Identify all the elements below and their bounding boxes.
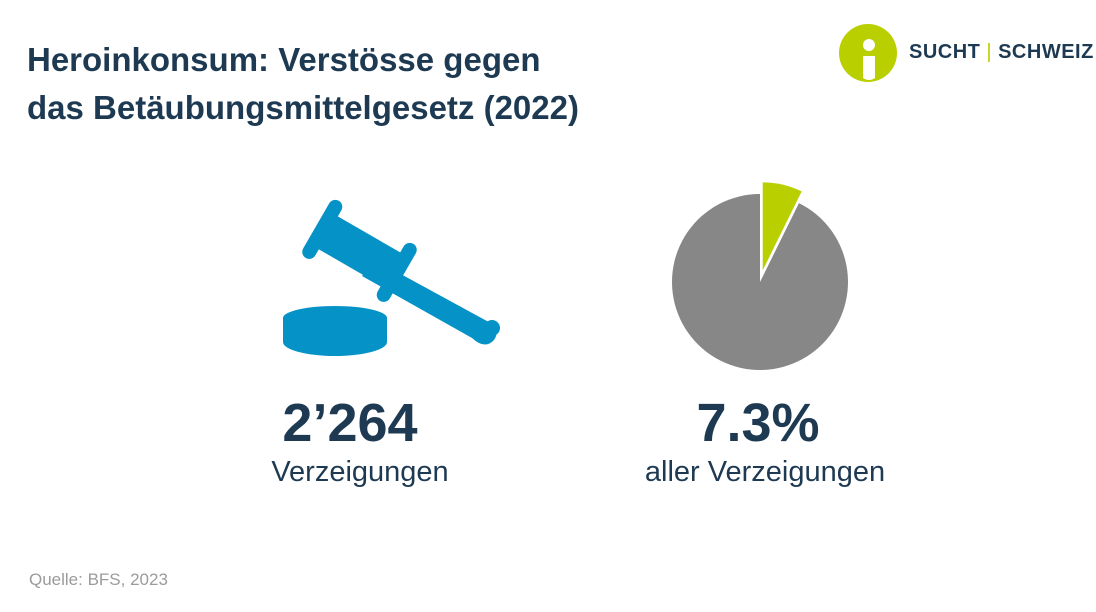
logo-word-schweiz: SCHWEIZ — [998, 41, 1094, 63]
pie-slice-other — [672, 194, 848, 370]
title-line-1: Heroinkonsum: Verstösse gegen — [27, 41, 541, 78]
page-title: Heroinkonsum: Verstösse gegen das Betäub… — [27, 36, 579, 132]
sucht-schweiz-logo: SUCHT | SCHWEIZ — [838, 20, 1093, 90]
stat-value-verzeigungen: 2’264 — [282, 393, 418, 453]
logo-wordmark: SUCHT | SCHWEIZ — [909, 41, 1094, 64]
pie-slice-heroin — [762, 182, 802, 271]
logo-person-icon — [839, 24, 897, 82]
source-note: Quelle: BFS, 2023 — [29, 570, 168, 589]
stat-label-percentage: aller Verzeigungen — [644, 456, 886, 488]
stat-value-percentage: 7.3% — [696, 393, 820, 453]
title-line-2: das Betäubungsmittelgesetz (2022) — [27, 89, 579, 126]
stat-label-verzeigungen: Verzeigungen — [271, 456, 449, 488]
logo-separator: | — [986, 41, 993, 63]
pie-slices — [672, 182, 848, 370]
pie-chart — [672, 182, 848, 370]
gavel-icon — [283, 199, 500, 356]
logo-word-sucht: SUCHT — [909, 41, 981, 63]
